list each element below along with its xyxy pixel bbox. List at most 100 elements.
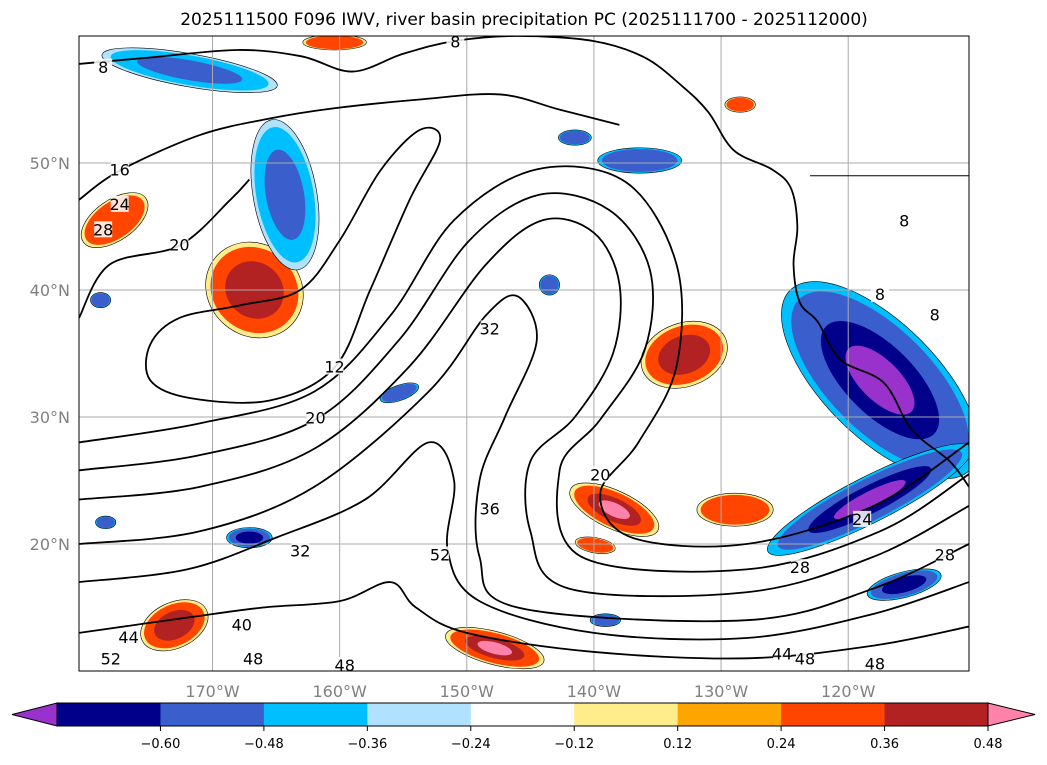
contour-label: 48	[243, 650, 263, 669]
colorbar-bin-8	[781, 703, 886, 726]
colorbar-tick-label: 0.12	[663, 737, 692, 752]
y-axis-ticks: 20°N 30°N 40°N 50°N	[30, 154, 70, 554]
gridlines	[79, 36, 969, 671]
contour-36	[79, 441, 969, 641]
contour-label-bg	[895, 212, 914, 229]
contour-label-bg	[291, 542, 310, 559]
contour-label: 8	[930, 305, 940, 324]
colorbar-bin-2	[160, 703, 265, 726]
map-area: 8 16 24 28 20 12 20 32 20 36 52 32 40 44 52 48 48 28 24 28 4…	[79, 32, 969, 675]
shading-region-5-bin-10	[477, 640, 513, 656]
shading-region-2-bin-9	[658, 334, 711, 375]
x-tick-label: 150°W	[440, 682, 495, 701]
contour-labels: 8 16 24 28 20 12 20 32 20 36 52 32 40 44 52 48 48 28 24 28 4…	[93, 32, 955, 675]
contour-label: 44	[772, 644, 792, 663]
contour-label: 40	[232, 615, 252, 634]
contour-label-bg	[335, 656, 354, 671]
shading-region-9-bin-8	[726, 97, 754, 112]
colorbar-tick-label: −0.12	[554, 737, 594, 752]
chart-title: 2025111500 F096 IWV, river basin precipi…	[180, 10, 868, 30]
colorbar-bin-1	[57, 703, 161, 726]
shading-region-13-bin-2	[559, 130, 590, 145]
contour-label-bg	[431, 546, 450, 563]
colorbar-bin-4	[367, 703, 472, 726]
map-frame	[78, 35, 970, 672]
shading-region-14-bin-1	[235, 531, 264, 544]
coastline	[79, 36, 969, 488]
shading-region-7-bin-8	[577, 537, 614, 553]
x-tick-label: 120°W	[821, 682, 876, 701]
contour-label-bg	[773, 645, 792, 662]
colorbar-extend-low	[11, 702, 58, 727]
contour-label: 20	[169, 236, 189, 255]
contour-label: 28	[935, 545, 955, 564]
contour-label: 36	[479, 500, 499, 519]
contour-label: 32	[290, 542, 310, 561]
contour-label-bg	[101, 650, 120, 667]
contour-label-bg	[853, 510, 872, 527]
shading-region-15-bin-2	[382, 383, 417, 402]
contour-label: 48	[335, 656, 355, 675]
contour-label-bg	[110, 161, 129, 178]
contour-label-bg	[480, 500, 499, 517]
contour-label-bg	[790, 559, 809, 576]
contour-label: 8	[899, 211, 909, 230]
x-tick-label: 140°W	[567, 682, 622, 701]
colorbar-tick-label: 0.24	[767, 737, 796, 752]
contour-label-bg	[325, 358, 344, 375]
colorbar-bin-3	[263, 703, 368, 726]
contour-label: 16	[110, 161, 130, 180]
x-tick-label: 160°W	[312, 682, 367, 701]
contour-28	[79, 217, 969, 598]
x-axis-ticks: 170°W 160°W 150°W 140°W 130°W 120°W	[185, 682, 875, 701]
contour-label: 28	[93, 220, 113, 239]
colorbar-tick-label: −0.48	[244, 737, 284, 752]
colorbar-tick-label: 0.36	[870, 737, 899, 752]
contour-label: 52	[101, 650, 121, 669]
colorbar-tick-label: 0.48	[974, 737, 1003, 752]
shading-region-8-bin-8	[305, 36, 364, 50]
y-tick-label: 30°N	[30, 408, 70, 427]
contour-label: 48	[795, 650, 815, 669]
contour-label-bg	[480, 320, 499, 337]
shading-region-17-bin-2	[540, 275, 559, 295]
contour-label-bg	[232, 616, 251, 633]
x-tick-label: 130°W	[694, 682, 749, 701]
contour-label: 20	[590, 465, 610, 484]
shading-region-10-bin-2	[264, 149, 306, 240]
contour-label-bg	[446, 36, 465, 50]
shading-region-18-bin-2	[91, 293, 110, 308]
contour-label: 8	[450, 32, 460, 51]
contour-label: 32	[479, 319, 499, 338]
colorbar-tick-label: −0.60	[141, 737, 181, 752]
contour-label-bg	[935, 546, 954, 563]
contour-20	[79, 165, 969, 548]
contour-label-bg	[94, 221, 113, 238]
shading-region-12-bin-2	[601, 149, 678, 172]
y-tick-label: 40°N	[30, 281, 70, 300]
shading-region-3-bin-10	[598, 500, 630, 520]
shading-region-16-bin-1	[881, 575, 927, 595]
colorbar-bin-5	[470, 703, 575, 726]
colorbar-bin-9	[884, 703, 989, 726]
colorbar-extend-high	[987, 702, 1036, 727]
shading-region-22-bin-0	[833, 480, 906, 520]
contour-label-bg	[591, 466, 610, 483]
contour-label-bg	[306, 409, 325, 426]
shading-region-20-bin-2	[591, 614, 620, 626]
contour-label-bg	[119, 628, 138, 645]
colorbar-bin-6	[574, 703, 679, 726]
contour-label-bg	[865, 655, 884, 671]
contour-label-bg	[244, 650, 263, 667]
contour-label: 12	[324, 357, 344, 376]
contour-label: 24	[852, 510, 872, 529]
contour-label-bg	[925, 306, 944, 323]
colorbar: −0.60 −0.48 −0.36 −0.24 −0.12 0.12 0.24 0.36 0.4…	[11, 702, 1036, 752]
y-tick-label: 20°N	[30, 535, 70, 554]
contour-label-bg	[110, 195, 129, 212]
contour-label-bg	[871, 286, 889, 303]
contour-label: 20	[305, 408, 325, 427]
contour-16	[79, 93, 620, 201]
